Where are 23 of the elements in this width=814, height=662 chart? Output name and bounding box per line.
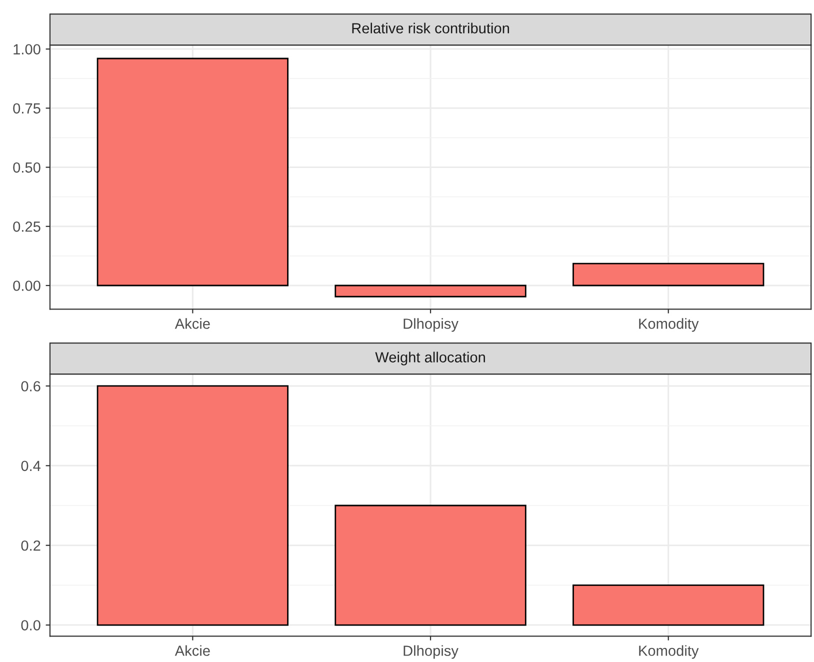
x-tick-label: Akcie	[174, 645, 210, 656]
y-tick-label: 0.00	[13, 280, 40, 291]
x-tick-label: Dlhopisy	[404, 318, 458, 332]
y-tick-label: 0.2	[21, 540, 40, 551]
y-tick-label: 0.25	[13, 221, 40, 232]
y-tick-label: 0.0	[21, 620, 40, 630]
bar	[334, 284, 526, 298]
y-tick-label: 0.75	[13, 103, 40, 114]
x-tick-label: Komodity	[639, 645, 699, 659]
y-tick-label: 0.4	[21, 460, 41, 472]
chart-title: Weight allocation	[375, 352, 485, 366]
x-tick-label: Dlhopisy	[404, 645, 458, 659]
chart-title: Relative risk contribution	[352, 22, 510, 34]
x-tick-label: Akcie	[174, 318, 210, 329]
bar	[96, 385, 289, 626]
x-tick-label: Komodity	[639, 318, 699, 332]
y-tick-label: 0.6	[21, 381, 40, 392]
bar	[96, 58, 289, 286]
bar	[572, 584, 764, 626]
y-tick-label: 1.00	[14, 44, 40, 54]
bar	[334, 504, 526, 626]
bar	[572, 262, 764, 286]
y-tick-label: 0.50	[13, 162, 40, 173]
